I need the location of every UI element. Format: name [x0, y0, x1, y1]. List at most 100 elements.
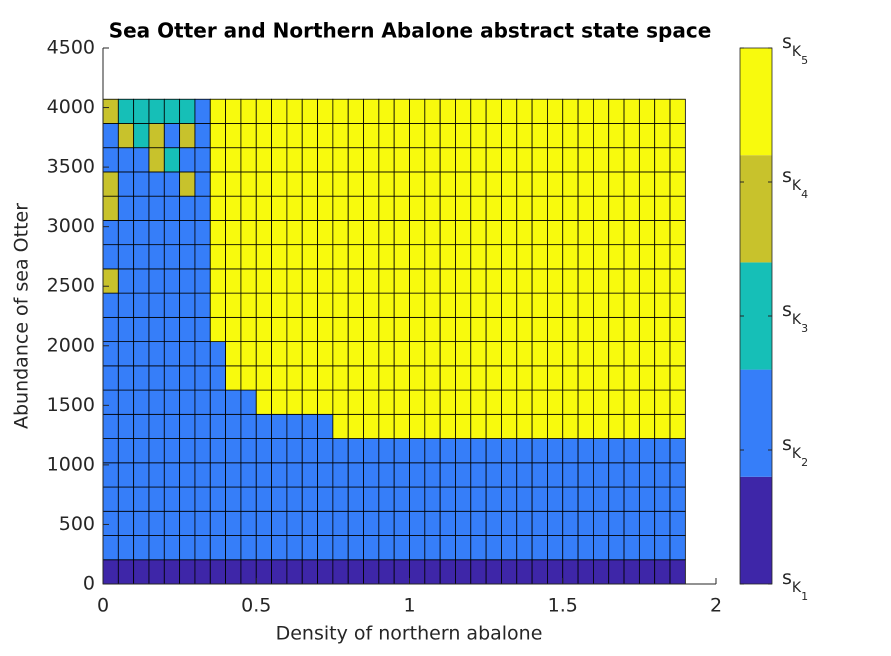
heatmap-cell [179, 559, 196, 585]
heatmap-cell [347, 98, 364, 124]
heatmap-cell [301, 268, 318, 294]
heatmap-cell [485, 220, 502, 246]
heatmap-cell [516, 389, 533, 415]
heatmap-cell [347, 438, 364, 464]
heatmap-cell [133, 316, 150, 343]
colorbar-band [740, 48, 772, 156]
heatmap-cell [148, 316, 165, 343]
heatmap-cell [347, 195, 364, 221]
heatmap-cell [209, 341, 226, 367]
heatmap-cell [577, 413, 594, 439]
heatmap-cell [501, 413, 518, 439]
heatmap-cell [409, 365, 426, 391]
heatmap-cell [439, 195, 456, 221]
heatmap-cell [470, 365, 487, 391]
heatmap-cell [286, 195, 303, 221]
heatmap-cell [148, 438, 165, 464]
x-tick-label: 0.5 [241, 595, 271, 617]
heatmap-cell [148, 147, 165, 173]
colorbar-band [740, 262, 772, 370]
heatmap-cell [439, 462, 456, 488]
heatmap-cell [163, 413, 181, 439]
heatmap-cell [317, 98, 334, 124]
heatmap-cell [301, 171, 318, 197]
heatmap-cell [163, 438, 181, 464]
heatmap-cell [378, 438, 395, 464]
heatmap-cell [363, 413, 380, 439]
heatmap-cell [623, 195, 640, 221]
heatmap-cell [332, 98, 349, 124]
heatmap-cell [225, 316, 242, 343]
heatmap-cell [669, 244, 686, 270]
heatmap-cell [638, 316, 656, 343]
heatmap-cell [455, 510, 472, 536]
heatmap-cell [485, 244, 502, 270]
heatmap-cell [332, 123, 349, 149]
heatmap-cell [179, 98, 196, 124]
heatmap-cell [547, 147, 564, 173]
heatmap-cell [102, 535, 119, 561]
heatmap-cell [271, 341, 288, 367]
heatmap-cell [409, 292, 426, 318]
y-tick-label: 500 [59, 513, 95, 535]
heatmap-cell [225, 123, 242, 149]
heatmap-cell [194, 535, 211, 561]
heatmap-cell [669, 123, 686, 149]
heatmap-cell [562, 220, 579, 246]
heatmap-cell [501, 559, 518, 585]
heatmap-cell [638, 341, 656, 367]
heatmap-cell [393, 413, 410, 439]
heatmap-cell [409, 462, 426, 488]
heatmap-cell [393, 365, 410, 391]
heatmap-cell [516, 292, 533, 318]
heatmap-cell [516, 413, 533, 439]
heatmap-cell [638, 462, 656, 488]
heatmap-cell [286, 341, 303, 367]
heatmap-cell [317, 535, 334, 561]
heatmap-cell [562, 559, 579, 585]
heatmap-cell [562, 341, 579, 367]
heatmap-cell [424, 389, 441, 415]
heatmap-cell [424, 123, 441, 149]
heatmap-cell [608, 486, 625, 512]
heatmap-cell [163, 559, 181, 585]
heatmap-cell [117, 171, 135, 197]
heatmap-cell [531, 535, 548, 561]
heatmap-cell [623, 413, 640, 439]
heatmap-cell [301, 341, 318, 367]
heatmap-cell [501, 341, 518, 367]
heatmap-cell [255, 365, 272, 391]
heatmap-cell [179, 147, 196, 173]
heatmap-cell [669, 98, 686, 124]
heatmap-cell [332, 244, 349, 270]
heatmap-cell [455, 486, 472, 512]
heatmap-cell [393, 123, 410, 149]
heatmap-cell [608, 559, 625, 585]
heatmap-cell [117, 462, 135, 488]
heatmap-cell [577, 171, 594, 197]
heatmap-cell [501, 171, 518, 197]
heatmap-cell [669, 486, 686, 512]
heatmap-cell [163, 268, 181, 294]
heatmap-cell [347, 510, 364, 536]
heatmap-cell [593, 195, 610, 221]
heatmap-cell [286, 268, 303, 294]
heatmap-cell [577, 244, 594, 270]
heatmap-cell [501, 98, 518, 124]
heatmap-cell [133, 535, 150, 561]
heatmap-cell [531, 292, 548, 318]
heatmap-cell [623, 510, 640, 536]
heatmap-cell [393, 389, 410, 415]
heatmap-cell [608, 462, 625, 488]
heatmap-cell [255, 438, 272, 464]
heatmap-cell [470, 413, 487, 439]
heatmap-cell [286, 316, 303, 343]
heatmap-cell [424, 486, 441, 512]
heatmap-cell [286, 510, 303, 536]
heatmap-cell [378, 244, 395, 270]
heatmap-cell [148, 195, 165, 221]
heatmap-cell [102, 389, 119, 415]
heatmap-cell [194, 147, 211, 173]
heatmap-cell [163, 510, 181, 536]
heatmap-cell [669, 195, 686, 221]
